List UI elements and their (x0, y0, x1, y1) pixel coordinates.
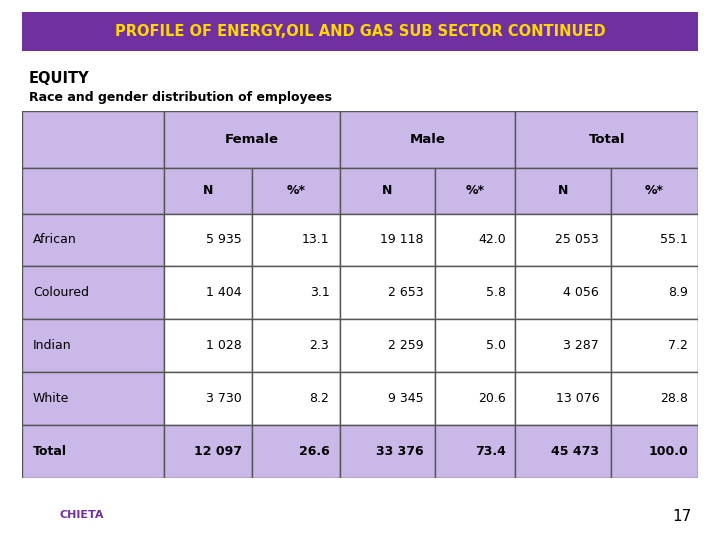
Bar (516, 167, 611, 213)
Text: 8.9: 8.9 (668, 286, 688, 299)
Text: 28.8: 28.8 (660, 392, 688, 405)
Bar (22, 425, 164, 478)
Bar (611, 167, 698, 213)
Bar (164, 111, 340, 167)
Bar (164, 167, 252, 213)
Bar (252, 425, 340, 478)
Text: 45 473: 45 473 (552, 445, 599, 458)
Bar (252, 319, 340, 372)
Bar (516, 425, 611, 478)
Bar (22, 372, 164, 425)
Text: 5.8: 5.8 (486, 286, 506, 299)
Bar (516, 372, 611, 425)
Text: 12 097: 12 097 (194, 445, 241, 458)
Text: African: African (33, 233, 77, 246)
Text: 2 259: 2 259 (388, 339, 423, 352)
Bar (435, 167, 516, 213)
Bar (516, 111, 698, 167)
Bar (22, 111, 164, 167)
Text: 9 345: 9 345 (388, 392, 423, 405)
Text: %*: %* (287, 184, 305, 197)
Bar (22, 213, 164, 266)
Bar (22, 167, 164, 213)
Bar (252, 372, 340, 425)
Bar (435, 213, 516, 266)
Text: 25 053: 25 053 (555, 233, 599, 246)
Text: 42.0: 42.0 (478, 233, 506, 246)
Text: 2.3: 2.3 (310, 339, 329, 352)
Text: 20.6: 20.6 (478, 392, 506, 405)
Bar (611, 425, 698, 478)
Text: %*: %* (466, 184, 485, 197)
Bar (611, 266, 698, 319)
Text: N: N (558, 184, 568, 197)
Text: 1 028: 1 028 (206, 339, 241, 352)
Bar (252, 213, 340, 266)
Text: 17: 17 (672, 509, 691, 524)
Text: 100.0: 100.0 (648, 445, 688, 458)
Bar (516, 319, 611, 372)
Text: 5 935: 5 935 (206, 233, 241, 246)
Bar (516, 213, 611, 266)
Bar (164, 213, 252, 266)
Bar (164, 266, 252, 319)
Bar (164, 425, 252, 478)
Text: 33 376: 33 376 (376, 445, 423, 458)
Text: N: N (203, 184, 213, 197)
Text: Indian: Indian (33, 339, 71, 352)
Bar (22, 266, 164, 319)
Text: 4 056: 4 056 (564, 286, 599, 299)
Text: N: N (382, 184, 392, 197)
Text: Total: Total (33, 445, 67, 458)
Text: Male: Male (410, 133, 446, 146)
Bar (22, 319, 164, 372)
Text: 7.2: 7.2 (668, 339, 688, 352)
Bar (252, 167, 340, 213)
Text: 55.1: 55.1 (660, 233, 688, 246)
Text: Total: Total (589, 133, 625, 146)
Bar (516, 266, 611, 319)
Text: 2 653: 2 653 (388, 286, 423, 299)
Bar (340, 213, 435, 266)
Bar (611, 372, 698, 425)
Bar (611, 213, 698, 266)
Bar (164, 372, 252, 425)
Text: Coloured: Coloured (33, 286, 89, 299)
Bar (435, 425, 516, 478)
Text: 13 076: 13 076 (556, 392, 599, 405)
Bar (340, 319, 435, 372)
Bar (252, 266, 340, 319)
Text: %*: %* (645, 184, 664, 197)
Text: 73.4: 73.4 (475, 445, 506, 458)
Text: 3 287: 3 287 (564, 339, 599, 352)
Bar (611, 319, 698, 372)
Bar (164, 319, 252, 372)
Text: 1 404: 1 404 (206, 286, 241, 299)
Text: 5.0: 5.0 (486, 339, 506, 352)
Bar (435, 372, 516, 425)
Text: 8.2: 8.2 (310, 392, 329, 405)
Text: 3 730: 3 730 (206, 392, 241, 405)
Text: EQUITY: EQUITY (29, 71, 89, 86)
Bar (340, 266, 435, 319)
Text: PROFILE OF ENERGY,OIL AND GAS SUB SECTOR CONTINUED: PROFILE OF ENERGY,OIL AND GAS SUB SECTOR… (114, 24, 606, 39)
Text: Female: Female (225, 133, 279, 146)
Text: CHIETA: CHIETA (59, 510, 104, 520)
Text: Race and gender distribution of employees: Race and gender distribution of employee… (29, 91, 332, 104)
Text: 13.1: 13.1 (302, 233, 329, 246)
Text: 3.1: 3.1 (310, 286, 329, 299)
Bar (340, 111, 516, 167)
Bar (340, 425, 435, 478)
Bar (340, 372, 435, 425)
Bar (340, 167, 435, 213)
Text: White: White (33, 392, 69, 405)
Bar (435, 266, 516, 319)
Text: 19 118: 19 118 (380, 233, 423, 246)
Text: 26.6: 26.6 (299, 445, 329, 458)
Bar (435, 319, 516, 372)
